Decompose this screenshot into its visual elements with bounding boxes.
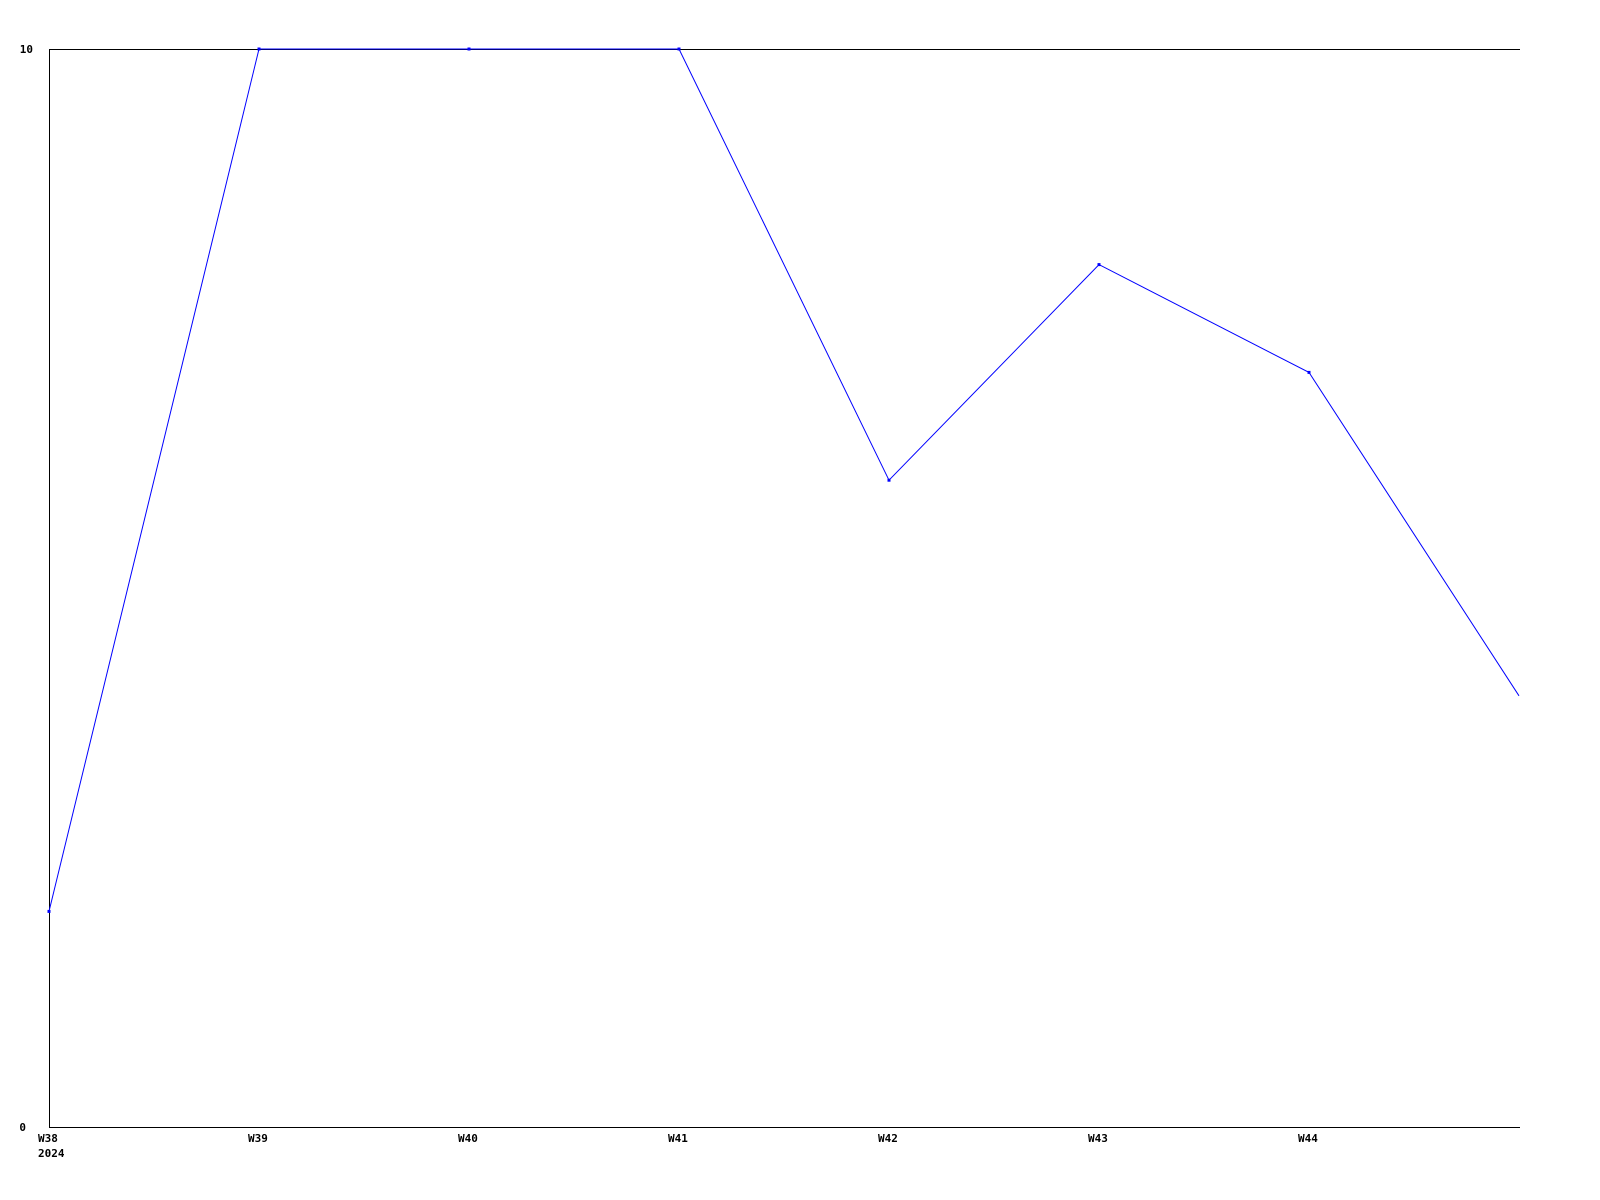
x-tick-label: W39 <box>248 1132 268 1145</box>
x-tick-label: W41 <box>668 1132 688 1145</box>
data-point <box>1307 370 1311 374</box>
data-point <box>467 47 471 51</box>
x-tick-label: W38 <box>38 1132 58 1145</box>
data-point <box>257 47 261 51</box>
x-tick-label: W44 <box>1298 1132 1318 1145</box>
data-point <box>677 47 681 51</box>
x-tick-label: W42 <box>878 1132 898 1145</box>
data-point <box>1097 263 1101 267</box>
data-point <box>47 909 51 913</box>
x-year-label: 2024 <box>38 1147 65 1160</box>
series-line <box>48 48 1520 912</box>
x-tick-label: W40 <box>458 1132 478 1145</box>
y-tick-label-max: 10 <box>20 43 33 56</box>
y-tick-label-min: 0 <box>19 1121 26 1134</box>
data-point <box>887 478 891 482</box>
x-tick-label: W43 <box>1088 1132 1108 1145</box>
